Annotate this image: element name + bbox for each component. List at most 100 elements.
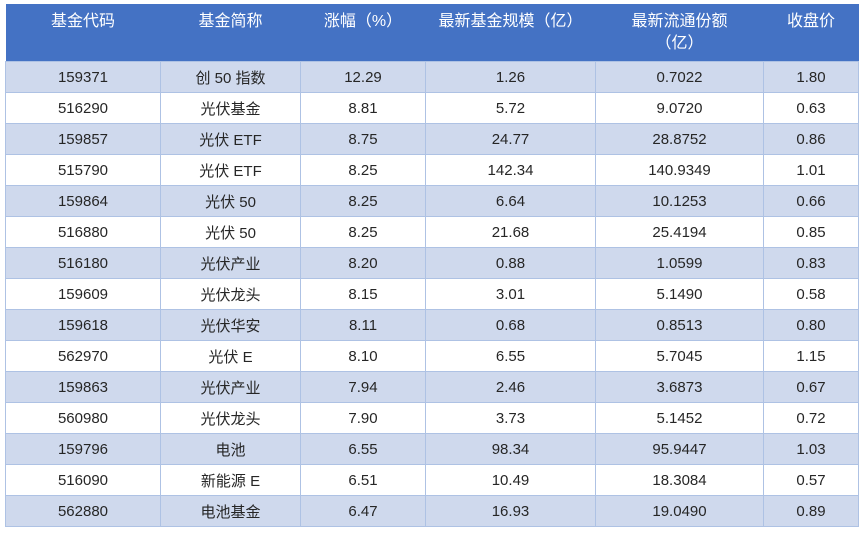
table-cell: 159863 [5,371,161,403]
table-cell: 516290 [5,92,161,124]
table-cell: 159864 [5,185,161,217]
table-row: 159857 光伏 ETF 8.75 24.77 28.8752 0.86 [5,123,859,155]
header-cell-5: 收盘价 [763,4,859,62]
table-cell: 516880 [5,216,161,248]
table-cell: 8.10 [300,340,426,372]
table-row: 515790 光伏 ETF 8.25 142.34 140.9349 1.01 [5,154,859,186]
table-row: 159618 光伏华安 8.11 0.68 0.8513 0.80 [5,309,859,341]
table-cell: 8.15 [300,278,426,310]
header-cell-4: 最新流通份额 （亿） [595,4,764,62]
table-row: 159863 光伏产业 7.94 2.46 3.6873 0.67 [5,371,859,403]
table-cell: 电池基金 [160,495,301,527]
table-cell: 562880 [5,495,161,527]
table-cell: 光伏龙头 [160,402,301,434]
table-cell: 0.58 [763,278,859,310]
table-cell: 5.1452 [595,402,764,434]
header-cell-3: 最新基金规模（亿） [425,4,596,62]
table-row: 159609 光伏龙头 8.15 3.01 5.1490 0.58 [5,278,859,310]
table-cell: 5.72 [425,92,596,124]
header-cell-2: 涨幅（%） [300,4,426,62]
table-cell: 159609 [5,278,161,310]
table-cell: 1.80 [763,61,859,93]
table-cell: 7.94 [300,371,426,403]
table-cell: 创 50 指数 [160,61,301,93]
table-cell: 光伏 50 [160,185,301,217]
table-cell: 159371 [5,61,161,93]
table-cell: 8.25 [300,154,426,186]
table-cell: 9.0720 [595,92,764,124]
table-cell: 24.77 [425,123,596,155]
table-cell: 560980 [5,402,161,434]
table-cell: 光伏 ETF [160,154,301,186]
table-cell: 0.80 [763,309,859,341]
table-header: 基金代码 基金简称 涨幅（%） 最新基金规模（亿） 最新流通份额 （亿） 收盘价 [5,4,859,62]
table-cell: 光伏华安 [160,309,301,341]
table-cell: 562970 [5,340,161,372]
table-cell: 6.51 [300,464,426,496]
table-cell: 19.0490 [595,495,764,527]
table-cell: 0.72 [763,402,859,434]
table-cell: 0.8513 [595,309,764,341]
table-cell: 8.25 [300,216,426,248]
table-cell: 98.34 [425,433,596,465]
table-row: 560980 光伏龙头 7.90 3.73 5.1452 0.72 [5,402,859,434]
table-row: 516090 新能源 E 6.51 10.49 18.3084 0.57 [5,464,859,496]
table-cell: 1.01 [763,154,859,186]
table-cell: 光伏龙头 [160,278,301,310]
table-row: 159796 电池 6.55 98.34 95.9447 1.03 [5,433,859,465]
table-cell: 516180 [5,247,161,279]
table-body: 159371 创 50 指数 12.29 1.26 0.7022 1.80 516290 光伏… [5,61,859,527]
table-cell: 0.67 [763,371,859,403]
table-row: 562970 光伏 E 8.10 6.55 5.7045 1.15 [5,340,859,372]
table-row: 159371 创 50 指数 12.29 1.26 0.7022 1.80 [5,61,859,93]
fund-table: 基金代码 基金简称 涨幅（%） 最新基金规模（亿） 最新流通份额 （亿） 收盘价 1593… [5,4,859,527]
table-cell: 8.81 [300,92,426,124]
table-cell: 7.90 [300,402,426,434]
table-cell: 16.93 [425,495,596,527]
table-row: 516180 光伏产业 8.20 0.88 1.0599 0.83 [5,247,859,279]
table-cell: 电池 [160,433,301,465]
table-row: 516880 光伏 50 8.25 21.68 25.4194 0.85 [5,216,859,248]
table-cell: 516090 [5,464,161,496]
table-row: 562880 电池基金 6.47 16.93 19.0490 0.89 [5,495,859,527]
table-cell: 光伏产业 [160,371,301,403]
table-cell: 21.68 [425,216,596,248]
table-cell: 0.63 [763,92,859,124]
table-cell: 6.47 [300,495,426,527]
table-cell: 18.3084 [595,464,764,496]
table-cell: 光伏产业 [160,247,301,279]
table-cell: 25.4194 [595,216,764,248]
table-cell: 140.9349 [595,154,764,186]
table-cell: 0.83 [763,247,859,279]
table-cell: 28.8752 [595,123,764,155]
table-cell: 光伏 E [160,340,301,372]
table-cell: 8.20 [300,247,426,279]
table-cell: 3.73 [425,402,596,434]
table-cell: 1.15 [763,340,859,372]
table-cell: 1.03 [763,433,859,465]
table-cell: 12.29 [300,61,426,93]
table-cell: 142.34 [425,154,596,186]
table-cell: 0.7022 [595,61,764,93]
table-row: 516290 光伏基金 8.81 5.72 9.0720 0.63 [5,92,859,124]
table-cell: 6.64 [425,185,596,217]
table-cell: 新能源 E [160,464,301,496]
table-cell: 0.68 [425,309,596,341]
table-cell: 5.1490 [595,278,764,310]
table-cell: 0.88 [425,247,596,279]
table-cell: 8.25 [300,185,426,217]
header-row: 基金代码 基金简称 涨幅（%） 最新基金规模（亿） 最新流通份额 （亿） 收盘价 [5,4,859,62]
table-cell: 光伏 50 [160,216,301,248]
table-cell: 95.9447 [595,433,764,465]
header-cell-0: 基金代码 [5,4,161,62]
table-cell: 光伏 ETF [160,123,301,155]
table-cell: 6.55 [300,433,426,465]
header-cell-1: 基金简称 [160,4,301,62]
table-cell: 0.86 [763,123,859,155]
table-cell: 5.7045 [595,340,764,372]
table-cell: 3.6873 [595,371,764,403]
table-cell: 515790 [5,154,161,186]
table-cell: 0.57 [763,464,859,496]
table-cell: 0.89 [763,495,859,527]
